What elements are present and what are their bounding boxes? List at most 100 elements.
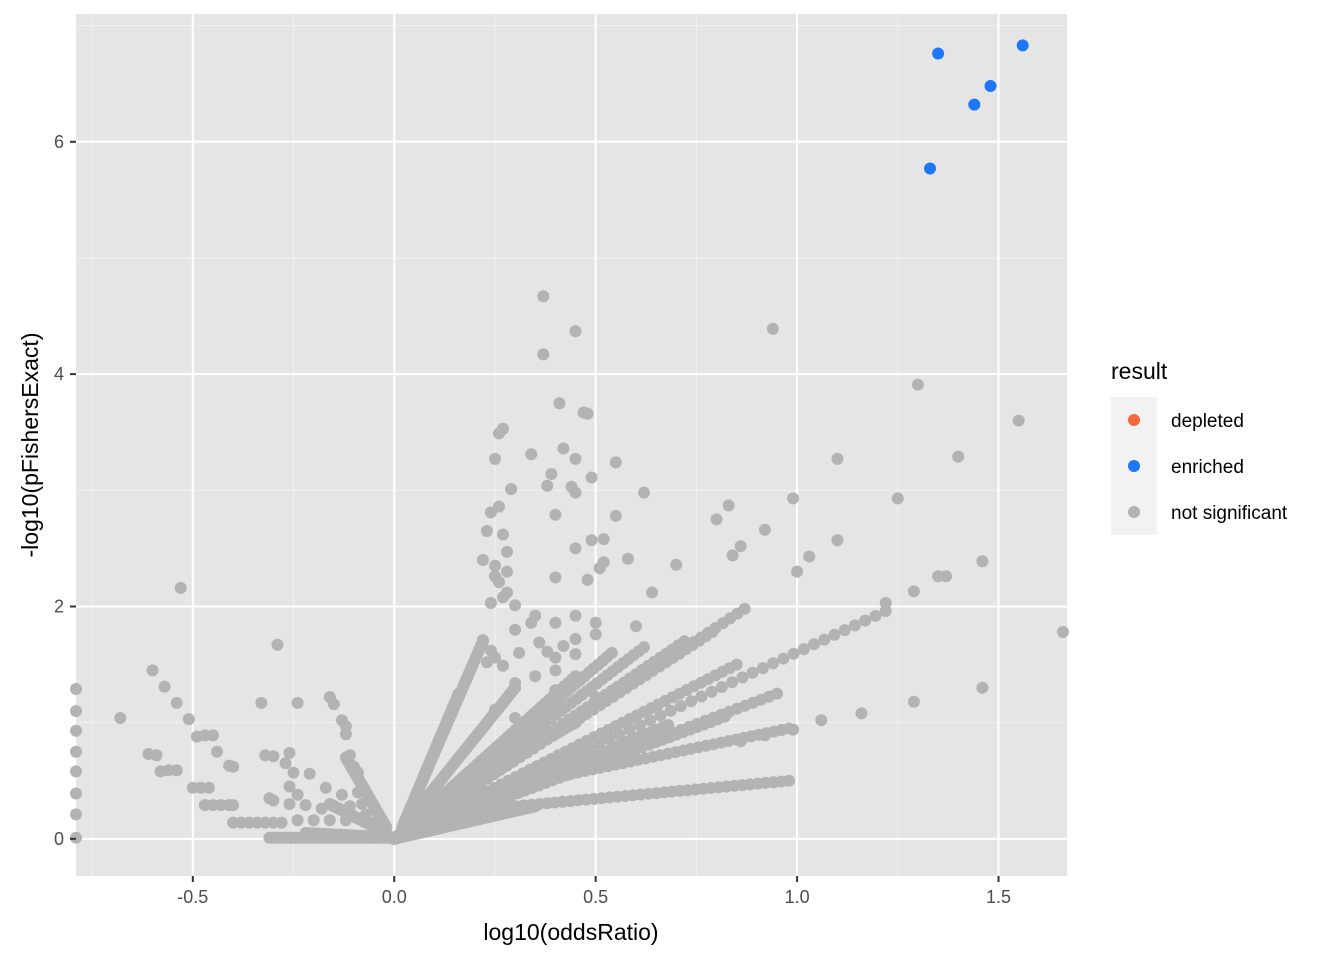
not-significant-point	[569, 325, 582, 338]
not-significant-point	[879, 597, 892, 609]
cluster-point	[662, 719, 675, 731]
not-significant-point	[815, 714, 828, 727]
not-significant-point	[339, 728, 352, 741]
not-significant-point	[758, 729, 771, 742]
not-significant-point	[803, 550, 816, 563]
cluster-point	[783, 774, 795, 787]
not-significant-point	[589, 691, 602, 704]
not-significant-point	[291, 788, 304, 801]
not-significant-point	[170, 696, 183, 709]
not-significant-point	[489, 703, 501, 716]
not-significant-point	[404, 820, 417, 832]
not-significant-point	[211, 745, 223, 758]
not-significant-point	[569, 452, 582, 465]
not-significant-point	[299, 799, 312, 812]
not-significant-point	[513, 646, 526, 659]
not-significant-point	[497, 659, 509, 672]
not-significant-point	[509, 677, 522, 690]
legend-key-not-significant	[1128, 506, 1140, 518]
not-significant-point	[291, 814, 304, 827]
not-significant-point	[646, 586, 659, 599]
not-significant-point	[569, 609, 582, 622]
not-significant-point	[368, 816, 381, 829]
not-significant-point	[891, 492, 904, 505]
legend-key-depleted	[1128, 414, 1140, 426]
not-significant-point	[766, 322, 779, 335]
not-significant-point	[489, 452, 501, 465]
cluster-point	[828, 628, 841, 641]
not-significant-point	[505, 483, 518, 496]
not-significant-point	[255, 696, 268, 709]
not-significant-point	[581, 407, 594, 420]
not-significant-point	[569, 542, 582, 555]
not-significant-point	[734, 540, 747, 553]
not-significant-point	[549, 684, 562, 697]
not-significant-point	[352, 766, 364, 779]
not-significant-point	[271, 638, 284, 651]
cluster-point	[771, 687, 783, 700]
not-significant-point	[710, 513, 723, 526]
cluster-point	[685, 695, 698, 708]
not-significant-point	[549, 616, 562, 629]
not-significant-point	[291, 696, 304, 709]
not-significant-point	[70, 831, 82, 844]
cluster-point	[818, 633, 831, 646]
cluster-point	[869, 609, 882, 622]
cluster-point	[569, 716, 582, 729]
not-significant-point	[791, 565, 804, 578]
not-significant-point	[497, 422, 509, 435]
not-significant-point	[146, 664, 159, 677]
enriched-point	[924, 162, 936, 175]
not-significant-point	[484, 506, 497, 519]
not-significant-point	[70, 683, 82, 695]
cluster-point	[777, 652, 790, 665]
cluster-point	[644, 714, 657, 727]
not-significant-point	[525, 616, 538, 629]
not-significant-point	[589, 628, 602, 641]
not-significant-point	[70, 705, 82, 717]
not-significant-point	[529, 670, 542, 683]
not-significant-point	[497, 528, 509, 541]
not-significant-point	[593, 562, 606, 575]
not-significant-point	[114, 712, 127, 724]
legend: result depleted enriched not significant	[1111, 358, 1288, 535]
not-significant-point	[509, 712, 522, 724]
plot-panel	[76, 14, 1067, 876]
not-significant-point	[642, 731, 654, 744]
not-significant-point	[207, 729, 219, 742]
not-significant-point	[553, 397, 566, 410]
not-significant-point	[501, 565, 513, 578]
x-tick-label: 1.0	[785, 887, 810, 907]
not-significant-point	[952, 450, 965, 463]
not-significant-point	[569, 648, 582, 661]
not-significant-point	[202, 781, 215, 794]
x-tick-label: -0.5	[177, 887, 208, 907]
cluster-point	[730, 658, 743, 671]
not-significant-point	[279, 757, 292, 770]
y-tick-label: 4	[54, 364, 64, 384]
not-significant-point	[831, 452, 844, 465]
not-significant-point	[452, 811, 465, 824]
not-significant-point	[501, 545, 513, 558]
cluster-point	[705, 685, 718, 698]
not-significant-point	[319, 781, 332, 794]
not-significant-point	[932, 570, 945, 583]
cluster-point	[654, 709, 667, 722]
not-significant-point	[343, 749, 356, 762]
not-significant-point	[70, 745, 82, 758]
not-significant-point	[70, 808, 82, 821]
not-significant-point	[327, 800, 340, 813]
not-significant-point	[537, 348, 550, 361]
not-significant-point	[549, 702, 562, 715]
not-significant-point	[722, 499, 735, 512]
not-significant-point	[339, 720, 352, 733]
not-significant-point	[509, 623, 522, 636]
not-significant-point	[170, 764, 183, 777]
not-significant-point	[1012, 414, 1025, 427]
cluster-point	[756, 662, 769, 675]
cluster-point	[695, 690, 708, 703]
not-significant-point	[343, 800, 356, 813]
cluster-point	[529, 800, 542, 813]
not-significant-point	[227, 799, 240, 812]
